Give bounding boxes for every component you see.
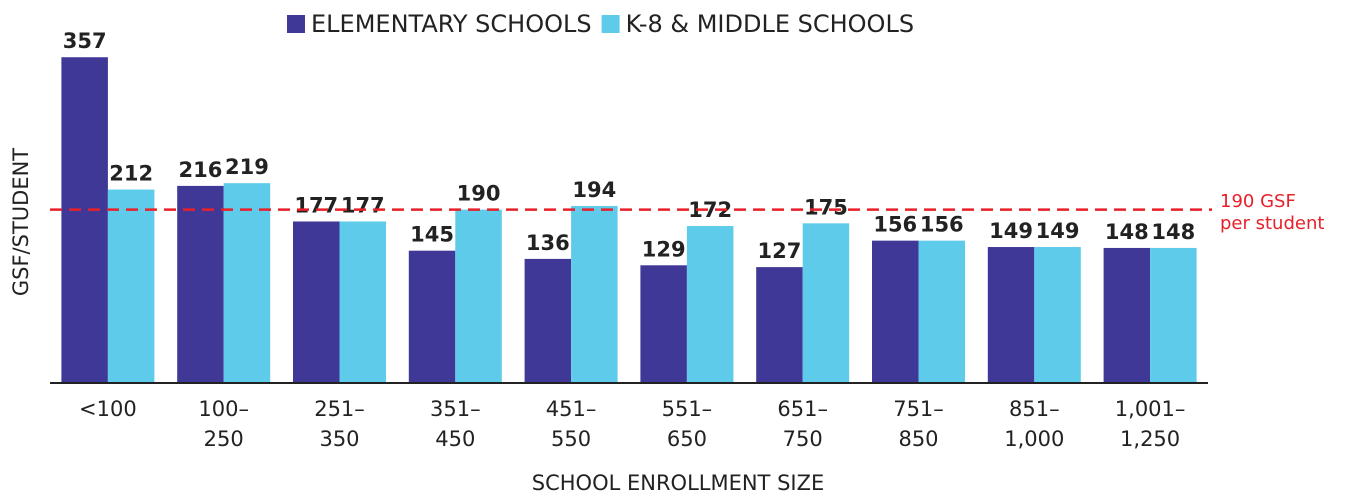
bar [872, 240, 919, 383]
x-axis-title: SCHOOL ENROLLMENT SIZE [532, 471, 825, 495]
bar [61, 57, 108, 384]
x-tick-label: 351– [430, 397, 481, 421]
x-tick-label: 350 [319, 427, 359, 451]
bar [1103, 247, 1151, 383]
x-tick-label: 750 [783, 427, 823, 451]
value-label: 177 [341, 193, 385, 217]
legend-swatch [601, 15, 620, 33]
x-tick-label: 650 [667, 427, 707, 451]
value-label: 357 [63, 29, 107, 53]
x-tick-label: 100– [198, 397, 249, 421]
bar [756, 267, 803, 383]
bar [802, 223, 850, 383]
x-tick-label: 1,000 [1004, 427, 1064, 451]
legend-label: K-8 & MIDDLE SCHOOLS [626, 10, 914, 38]
bar [1034, 247, 1081, 383]
value-label: 148 [1151, 220, 1195, 244]
value-label: 149 [989, 219, 1033, 243]
bar [177, 185, 224, 383]
x-tick-label: 751– [893, 397, 944, 421]
value-label: 127 [758, 239, 802, 263]
x-tick-label: 250 [204, 427, 244, 451]
legend-swatch [287, 15, 305, 33]
value-label: 129 [642, 237, 686, 261]
bar [524, 258, 572, 383]
value-label: 194 [572, 178, 616, 202]
bar [686, 226, 734, 383]
y-axis-title: GSF/STUDENT [9, 148, 33, 296]
value-label: 148 [1105, 220, 1149, 244]
bar [455, 209, 502, 383]
value-label: 156 [873, 213, 917, 237]
x-tick-label: 851– [1009, 397, 1060, 421]
bar [339, 221, 386, 383]
reference-label: 190 GSF [1220, 191, 1296, 212]
x-tick-label: 251– [314, 397, 365, 421]
bar [293, 221, 340, 383]
x-tick-label: 450 [435, 427, 475, 451]
value-label: 190 [457, 182, 501, 206]
x-tick-label: 451– [546, 397, 597, 421]
reference-label: per student [1220, 213, 1324, 234]
x-tick-label: 850 [898, 427, 938, 451]
value-label: 212 [109, 162, 153, 186]
bar [918, 240, 965, 383]
bar [1150, 247, 1197, 383]
x-tick-label: 1,001– [1115, 397, 1186, 421]
value-label: 145 [410, 223, 454, 247]
x-tick-label: <100 [79, 397, 137, 421]
bar [987, 247, 1035, 383]
x-tick-label: 551– [662, 397, 713, 421]
value-label: 216 [179, 158, 223, 182]
value-label: 156 [920, 213, 964, 237]
bar [571, 205, 618, 383]
legend-label: ELEMENTARY SCHOOLS [311, 10, 592, 38]
value-label: 219 [225, 155, 269, 179]
x-tick-label: 651– [777, 397, 828, 421]
bar [640, 265, 687, 383]
bar [408, 250, 456, 383]
value-label: 175 [804, 195, 848, 219]
x-tick-label: 550 [551, 427, 591, 451]
value-label: 177 [294, 193, 338, 217]
bar [223, 183, 271, 383]
x-tick-label: 1,250 [1120, 427, 1180, 451]
value-label: 149 [1036, 219, 1080, 243]
bar [107, 189, 155, 383]
value-label: 136 [526, 231, 570, 255]
